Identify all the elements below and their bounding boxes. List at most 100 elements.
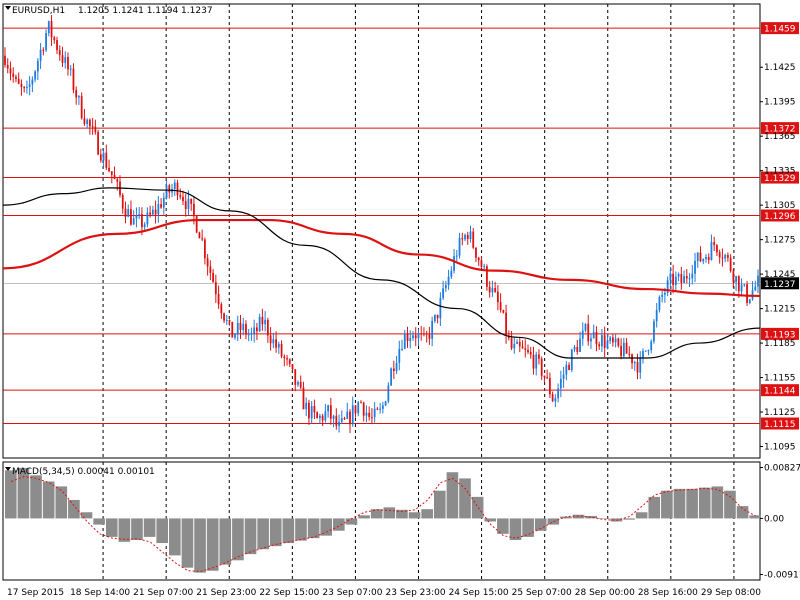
bull-candle bbox=[661, 294, 664, 297]
macd-bar bbox=[484, 518, 497, 522]
bull-candle bbox=[683, 276, 685, 283]
macd-bar bbox=[206, 518, 219, 571]
bull-candle bbox=[464, 234, 466, 240]
bear-candle bbox=[392, 368, 395, 372]
bull-candle bbox=[469, 231, 472, 240]
bear-candle bbox=[329, 405, 332, 419]
bull-candle bbox=[573, 347, 576, 350]
bear-candle bbox=[472, 231, 475, 248]
bear-candle bbox=[466, 234, 469, 240]
bull-candle bbox=[609, 337, 612, 341]
bull-candle bbox=[318, 415, 321, 419]
bull-candle bbox=[458, 238, 461, 256]
time-label: 21 Sep 07:00 bbox=[133, 588, 193, 598]
macd-bar bbox=[648, 496, 661, 519]
bull-candle bbox=[264, 319, 267, 325]
bear-candle bbox=[130, 209, 132, 225]
bear-candle bbox=[294, 369, 297, 385]
bear-candle bbox=[291, 364, 294, 370]
time-label: 23 Sep 23:00 bbox=[386, 588, 446, 598]
macd-bar bbox=[118, 518, 131, 542]
bull-candle bbox=[390, 368, 392, 386]
bull-candle bbox=[305, 402, 308, 410]
bull-candle bbox=[754, 286, 757, 291]
bull-candle bbox=[570, 349, 573, 370]
price-axis: 1.1425 1.1395 1.1365 1.1335 1.1305 1.1275 1.12… bbox=[760, 63, 799, 453]
macd-bar bbox=[711, 486, 724, 519]
bull-candle bbox=[165, 185, 168, 198]
bear-candle bbox=[266, 319, 269, 336]
macd-bar bbox=[345, 518, 358, 525]
bear-candle bbox=[732, 270, 735, 283]
macd-bar bbox=[68, 499, 80, 519]
bear-candle bbox=[420, 333, 423, 335]
bear-candle bbox=[223, 313, 225, 321]
macd-bar bbox=[623, 518, 635, 520]
bull-candle bbox=[581, 330, 584, 339]
bear-candle bbox=[349, 411, 351, 425]
titles: EURUSD,H1 1.1205 1.1241 1.1194 1.1237 MACD… bbox=[5, 6, 213, 477]
bull-candle bbox=[666, 280, 669, 293]
bull-candle bbox=[324, 411, 327, 421]
level-label: 1.1459 bbox=[764, 25, 796, 35]
macd-bar bbox=[421, 509, 433, 519]
macd-bar bbox=[156, 518, 169, 544]
bull-candle bbox=[702, 259, 705, 262]
bull-candle bbox=[748, 299, 751, 303]
bull-candle bbox=[34, 71, 37, 80]
bear-candle bbox=[546, 377, 549, 379]
bull-candle bbox=[516, 341, 518, 344]
macd-bar bbox=[534, 518, 547, 531]
bear-candle bbox=[726, 255, 729, 258]
bear-candle bbox=[625, 342, 628, 354]
bear-candle bbox=[239, 322, 242, 331]
bull-candle bbox=[696, 252, 699, 261]
bull-candle bbox=[138, 214, 141, 216]
bear-candle bbox=[617, 338, 620, 346]
bear-candle bbox=[105, 152, 108, 168]
bear-candle bbox=[214, 282, 217, 295]
macd-bar bbox=[269, 518, 282, 547]
bear-candle bbox=[313, 406, 316, 413]
macd-bar bbox=[560, 516, 572, 519]
chart-frame bbox=[2, 3, 761, 581]
time-label: 25 Sep 07:00 bbox=[512, 588, 572, 598]
symbol-dropdown-icon bbox=[5, 6, 11, 10]
bull-candle bbox=[31, 79, 34, 85]
macd-bar bbox=[257, 518, 269, 550]
bear-candle bbox=[716, 245, 718, 253]
bear-candle bbox=[6, 64, 9, 69]
bear-candle bbox=[425, 333, 428, 335]
time-label: 29 Sep 08:00 bbox=[701, 588, 761, 598]
bull-candle bbox=[584, 323, 587, 331]
bear-candle bbox=[94, 126, 97, 133]
macd-bar bbox=[661, 490, 673, 519]
bear-candle bbox=[475, 247, 477, 258]
bear-candle bbox=[288, 359, 291, 365]
bear-candle bbox=[108, 167, 110, 172]
time-label: 22 Sep 15:00 bbox=[259, 588, 319, 598]
bull-candle bbox=[340, 418, 343, 422]
bear-candle bbox=[154, 209, 157, 215]
bear-candle bbox=[480, 260, 483, 267]
bear-candle bbox=[209, 266, 212, 273]
vertical-grid bbox=[102, 4, 735, 580]
bear-candle bbox=[551, 394, 554, 402]
macd-title: MACD(5,34,5) 0.00041 0.00101 bbox=[12, 467, 155, 477]
bear-candle bbox=[461, 238, 464, 240]
bull-candle bbox=[409, 338, 412, 341]
bear-candle bbox=[201, 238, 204, 240]
time-axis: 17 Sep 2015 18 Sep 14:00 21 Sep 07:00 21 Se… bbox=[7, 588, 761, 598]
macd-bar bbox=[370, 509, 383, 519]
macd-bar bbox=[686, 488, 698, 519]
bull-candle bbox=[450, 270, 453, 277]
bull-candle bbox=[590, 338, 592, 342]
bull-candle bbox=[751, 290, 754, 300]
macd-tick-label: 0.00827 bbox=[764, 463, 800, 473]
bear-candle bbox=[269, 335, 272, 344]
bull-candle bbox=[724, 255, 727, 259]
macd-bar bbox=[635, 512, 648, 519]
bear-candle bbox=[20, 83, 23, 88]
